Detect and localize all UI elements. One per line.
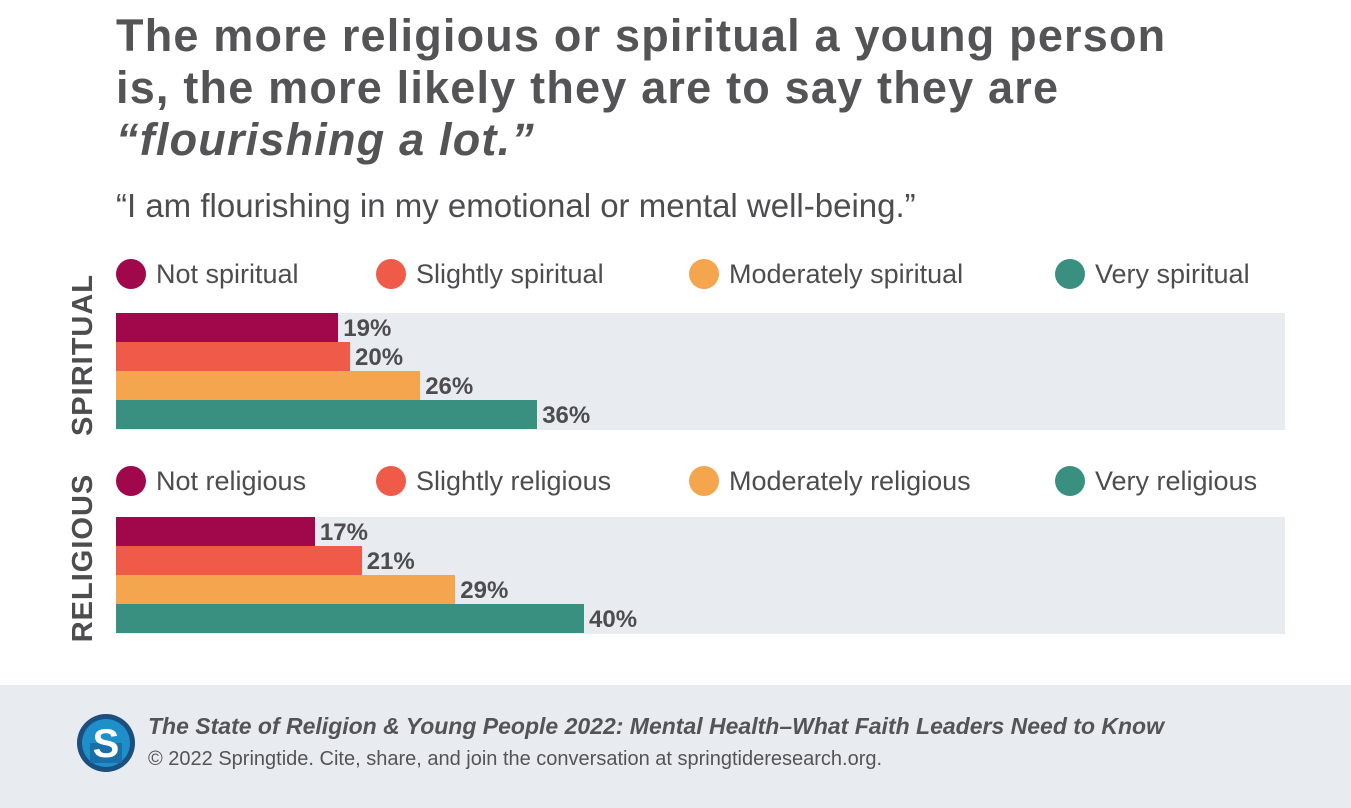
legend-dot bbox=[376, 259, 406, 289]
legend-label: Slightly religious bbox=[416, 465, 612, 496]
bar-spiritual-3 bbox=[116, 371, 421, 400]
bar-value-label: 26% bbox=[425, 373, 474, 400]
footer bbox=[0, 685, 1351, 808]
legend-label: Not spiritual bbox=[156, 258, 299, 289]
legend-item-very-religious: Very religious bbox=[1055, 463, 1257, 499]
spiritual-bar-panel: 19% 20% 26% 36% bbox=[116, 313, 1285, 430]
chart-subtitle: “I am flourishing in my emotional or men… bbox=[116, 187, 916, 224]
legend-item-moderately-spiritual: Moderately spiritual bbox=[689, 256, 963, 292]
legend-dot bbox=[116, 466, 146, 496]
footer-copyright: © 2022 Springtide. Cite, share, and join… bbox=[148, 748, 883, 770]
religious-group-label-text: RELIGIOUS bbox=[67, 473, 99, 643]
legend-dot bbox=[376, 466, 406, 496]
legend-dot bbox=[689, 466, 719, 496]
spiritual-group-label-text: SPIRITUAL bbox=[67, 273, 99, 437]
bar-religious-1 bbox=[116, 517, 315, 546]
legend-item-very-spiritual: Very spiritual bbox=[1055, 256, 1250, 292]
bar-value-label: 19% bbox=[343, 315, 392, 342]
legend-item-not-religious: Not religious bbox=[116, 463, 306, 499]
legend-label: Very religious bbox=[1095, 465, 1258, 496]
religious-bar-panel: 17% 21% 29% 40% bbox=[116, 517, 1285, 634]
legend-item-slightly-religious: Slightly religious bbox=[376, 463, 611, 499]
svg-text:S: S bbox=[93, 722, 120, 766]
bar-spiritual-4 bbox=[116, 400, 538, 429]
bar-religious-2 bbox=[116, 546, 362, 575]
bar-value-label: 21% bbox=[366, 548, 415, 575]
chart-title-line-2: is, the more likely they are to say they… bbox=[116, 62, 1060, 113]
bar-spiritual-2 bbox=[116, 342, 350, 371]
bar-value-label: 29% bbox=[460, 577, 509, 604]
spiritual-legend: Not spiritual Slightly spiritual Moderat… bbox=[116, 256, 1286, 292]
legend-item-not-spiritual: Not spiritual bbox=[116, 256, 299, 292]
bar-value-label: 17% bbox=[319, 519, 368, 546]
bar-value-label: 20% bbox=[355, 344, 404, 371]
legend-dot bbox=[1055, 259, 1085, 289]
bar-religious-3 bbox=[116, 575, 456, 604]
bar-spiritual-1 bbox=[116, 313, 339, 342]
springtide-logo-icon: S bbox=[77, 714, 135, 772]
chart-title-line-3: “flourishing a lot.” bbox=[116, 114, 535, 165]
legend-label: Moderately religious bbox=[729, 465, 971, 496]
bar-religious-4 bbox=[116, 604, 584, 633]
legend-label: Slightly spiritual bbox=[416, 258, 604, 289]
bar-value-label: 36% bbox=[542, 402, 591, 429]
legend-label: Not religious bbox=[156, 465, 307, 496]
religious-legend: Not religious Slightly religious Moderat… bbox=[116, 463, 1286, 499]
legend-label: Moderately spiritual bbox=[729, 258, 964, 289]
chart-title-line-1: The more religious or spiritual a young … bbox=[116, 10, 1167, 61]
legend-dot bbox=[116, 259, 146, 289]
bar-value-label: 40% bbox=[589, 606, 638, 633]
chart-title: The more religious or spiritual a young … bbox=[116, 10, 1296, 166]
legend-label: Very spiritual bbox=[1095, 258, 1250, 289]
legend-dot bbox=[689, 259, 719, 289]
legend-dot bbox=[1055, 466, 1085, 496]
legend-item-slightly-spiritual: Slightly spiritual bbox=[376, 256, 604, 292]
legend-item-moderately-religious: Moderately religious bbox=[689, 463, 971, 499]
footer-report-title: The State of Religion & Young People 202… bbox=[148, 713, 1164, 739]
